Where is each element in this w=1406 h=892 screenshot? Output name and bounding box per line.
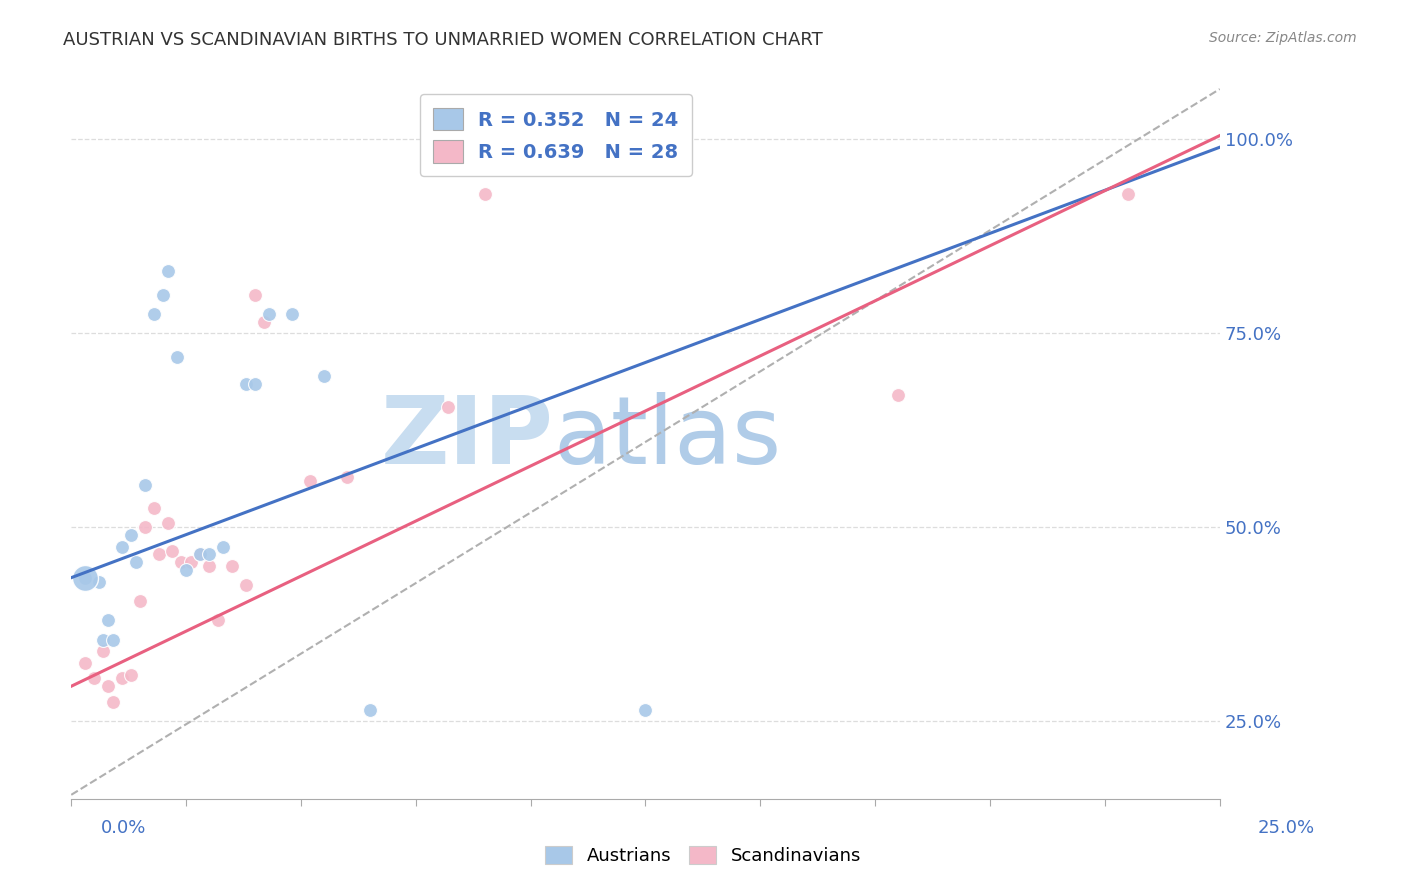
Text: AUSTRIAN VS SCANDINAVIAN BIRTHS TO UNMARRIED WOMEN CORRELATION CHART: AUSTRIAN VS SCANDINAVIAN BIRTHS TO UNMAR… — [63, 31, 823, 49]
Text: 25.0%: 25.0% — [1257, 819, 1315, 837]
Point — [336, 470, 359, 484]
Point — [634, 702, 657, 716]
Point — [134, 477, 156, 491]
Text: Source: ZipAtlas.com: Source: ZipAtlas.com — [1209, 31, 1357, 45]
Point — [93, 644, 115, 658]
Point — [207, 613, 229, 627]
Point — [87, 574, 110, 589]
Point — [474, 186, 496, 201]
Point — [148, 548, 170, 562]
Point — [221, 559, 243, 574]
Point — [174, 563, 197, 577]
Point — [359, 702, 381, 716]
Point — [129, 594, 152, 608]
Point — [312, 369, 335, 384]
Point — [83, 672, 105, 686]
Text: atlas: atlas — [554, 392, 782, 484]
Text: 0.0%: 0.0% — [101, 819, 146, 837]
Point — [253, 315, 276, 329]
Point — [73, 571, 96, 585]
Point — [281, 307, 304, 321]
Point — [156, 516, 179, 531]
Point — [198, 548, 221, 562]
Point — [120, 667, 142, 681]
Point — [97, 613, 120, 627]
Point — [73, 571, 96, 585]
Point — [152, 287, 174, 301]
Point — [299, 474, 322, 488]
Point — [235, 578, 257, 592]
Point — [93, 632, 115, 647]
Point — [73, 656, 96, 670]
Point — [887, 388, 910, 402]
Point — [235, 376, 257, 391]
Point — [124, 555, 146, 569]
Point — [243, 376, 266, 391]
Point — [188, 548, 211, 562]
Point — [97, 679, 120, 693]
Point — [120, 528, 142, 542]
Point — [170, 555, 193, 569]
Point — [188, 548, 211, 562]
Point — [134, 520, 156, 534]
Point — [101, 695, 124, 709]
Point — [211, 540, 233, 554]
Legend: R = 0.352   N = 24, R = 0.639   N = 28: R = 0.352 N = 24, R = 0.639 N = 28 — [420, 95, 692, 177]
Legend: Austrians, Scandinavians: Austrians, Scandinavians — [537, 838, 869, 872]
Point — [257, 307, 280, 321]
Point — [111, 540, 134, 554]
Point — [166, 350, 188, 364]
Point — [243, 287, 266, 301]
Point — [142, 500, 165, 515]
Point — [1116, 186, 1139, 201]
Point — [142, 307, 165, 321]
Point — [437, 400, 460, 414]
Point — [162, 543, 184, 558]
Point — [180, 555, 202, 569]
Point — [111, 672, 134, 686]
Point — [101, 632, 124, 647]
Point — [198, 559, 221, 574]
Text: ZIP: ZIP — [381, 392, 554, 484]
Point — [156, 264, 179, 278]
